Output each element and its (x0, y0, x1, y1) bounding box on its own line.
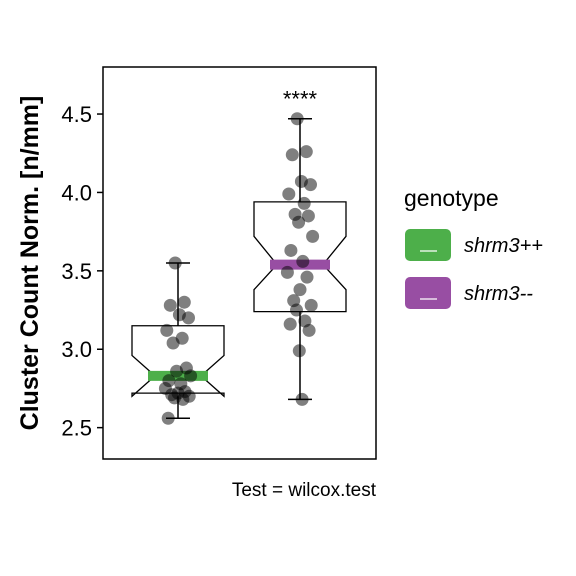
point-0-9 (170, 364, 184, 378)
point-1-10 (306, 229, 320, 243)
point-0-5 (160, 323, 174, 337)
point-1-14 (300, 270, 314, 284)
legend: genotype shrm3++ shrm3-- (404, 185, 543, 309)
point-0-4 (182, 311, 195, 325)
y-axis-label: Cluster Count Norm. [n/mm] (16, 96, 44, 431)
y-axis: 2.5 3.0 3.5 4.0 4.5 (61, 102, 103, 441)
point-1-11 (284, 243, 298, 257)
point-1-1 (299, 145, 313, 159)
legend-label-0: shrm3++ (464, 235, 543, 257)
y-tick-label-3: 4.0 (61, 180, 92, 205)
point-1-15 (293, 283, 307, 297)
point-1-8 (301, 209, 315, 223)
legend-key-1 (405, 277, 451, 309)
boxplots (131, 117, 347, 419)
point-1-13 (280, 265, 294, 279)
point-0-20 (161, 411, 175, 425)
legend-title: genotype (404, 185, 499, 211)
point-0-0 (168, 256, 182, 270)
point-1-5 (282, 187, 296, 201)
box-0 (131, 262, 225, 419)
data-points (158, 112, 320, 425)
point-1-0 (290, 112, 304, 126)
point-1-4 (304, 178, 317, 192)
point-1-22 (292, 344, 306, 358)
point-0-10 (184, 369, 198, 383)
point-1-2 (285, 148, 299, 162)
y-tick-label-1: 3.0 (61, 337, 92, 362)
point-1-18 (290, 303, 303, 317)
point-0-19 (176, 392, 190, 406)
legend-label-1: shrm3-- (464, 283, 533, 305)
point-1-20 (283, 317, 297, 331)
point-0-1 (177, 295, 191, 309)
legend-key-0 (405, 229, 451, 261)
test-caption: Test = wilcox.test (232, 480, 377, 501)
significance-label: **** (283, 87, 318, 112)
panel-border (102, 66, 377, 460)
point-1-23 (295, 392, 309, 406)
point-1-21 (302, 323, 316, 337)
point-1-12 (296, 254, 310, 268)
point-0-7 (166, 336, 180, 350)
point-0-2 (163, 298, 177, 312)
y-tick-label-2: 3.5 (61, 259, 92, 284)
point-1-9 (292, 215, 306, 229)
point-1-17 (304, 298, 318, 312)
y-tick-label-4: 4.5 (61, 102, 92, 127)
point-1-6 (297, 196, 311, 210)
y-tick-label-0: 2.5 (61, 416, 92, 441)
